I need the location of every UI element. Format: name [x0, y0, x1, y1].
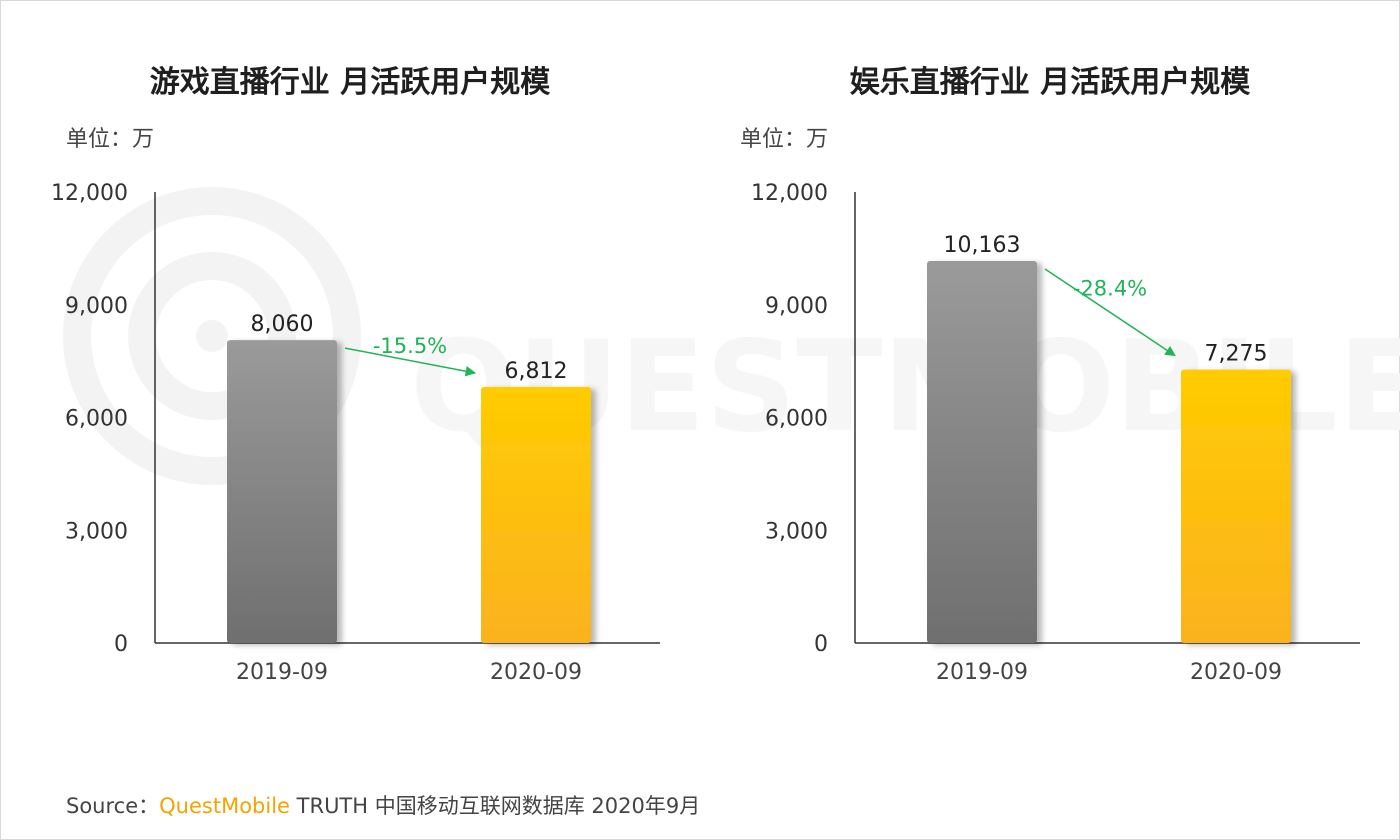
x-tick-label: 2019-09: [936, 660, 1028, 685]
source-note: Source：QuestMobile TRUTH 中国移动互联网数据库 2020…: [66, 790, 700, 820]
data-label: 7,275: [1205, 342, 1268, 367]
y-tick-label: 0: [814, 632, 828, 657]
y-tick-label: 6,000: [65, 407, 128, 432]
change-label: -15.5%: [373, 334, 447, 358]
bar: [481, 386, 591, 643]
change-arrow: [1044, 268, 1176, 357]
y-tick-label: 9,000: [765, 294, 828, 319]
chart-game-live: 游戏直播行业 月活跃用户规模 单位：万 0 3,000 6,000 9,000 12,0…: [51, 65, 660, 685]
chart-title: 游戏直播行业 月活跃用户规模: [150, 65, 550, 100]
source-prefix: Source：: [66, 794, 160, 818]
unit-label: 单位：万: [740, 127, 828, 152]
plot-area: 0 3,000 6,000 9,000 12,000 10,163 2019-09 7,275…: [751, 181, 1360, 685]
chart-title: 娱乐直播行业 月活跃用户规模: [850, 65, 1250, 100]
data-label: 10,163: [944, 233, 1021, 258]
change-arrow: [344, 347, 477, 377]
change-label: -28.4%: [1073, 276, 1147, 300]
y-tick-label: 3,000: [65, 519, 128, 544]
y-tick-label: 12,000: [51, 181, 128, 206]
y-tick-label: 0: [114, 632, 128, 657]
watermark-logo-icon: [63, 187, 361, 485]
x-tick-label: 2019-09: [236, 660, 328, 685]
bar: [1181, 369, 1291, 643]
source-brand: QuestMobile: [159, 794, 290, 818]
y-tick-label: 9,000: [65, 294, 128, 319]
x-tick-label: 2020-09: [1190, 660, 1282, 685]
y-tick-label: 6,000: [765, 407, 828, 432]
unit-label: 单位：万: [66, 127, 154, 152]
y-tick-label: 3,000: [765, 519, 828, 544]
source-text: TRUTH 中国移动互联网数据库 2020年9月: [289, 794, 701, 818]
bar: [227, 340, 337, 643]
data-label: 6,812: [505, 359, 568, 384]
watermark-dot-icon: [196, 320, 228, 352]
chart-entertainment-live: 娱乐直播行业 月活跃用户规模 单位：万 0 3,000 6,000 9,000 12,0…: [740, 65, 1360, 685]
data-label: 8,060: [251, 312, 314, 337]
plot-area: 0 3,000 6,000 9,000 12,000 8,060 2019-09 6,812 2…: [51, 181, 660, 685]
bar: [927, 261, 1037, 643]
x-tick-label: 2020-09: [490, 660, 582, 685]
y-tick-label: 12,000: [751, 181, 828, 206]
